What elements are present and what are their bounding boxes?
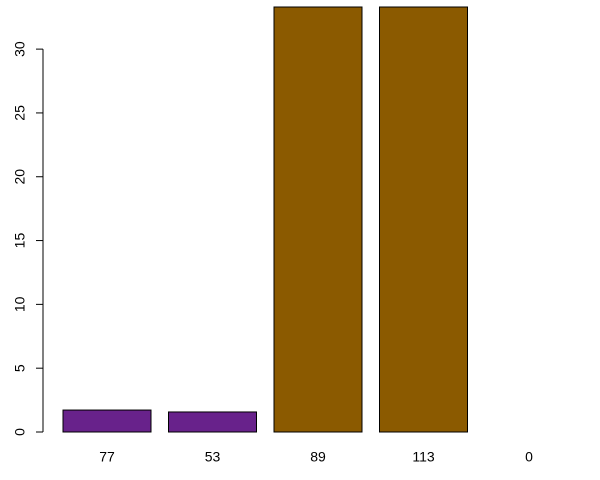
y-tick-label: 20 xyxy=(12,169,28,185)
bar xyxy=(379,6,468,433)
y-tick-label: 30 xyxy=(12,41,28,57)
y-tick-label: 10 xyxy=(12,296,28,312)
bar xyxy=(168,411,257,433)
x-tick-label: 113 xyxy=(412,449,435,465)
x-tick-label: 53 xyxy=(205,449,221,465)
y-tick-label: 15 xyxy=(12,233,28,249)
y-tick-label: 25 xyxy=(12,105,28,121)
y-tick-label: 0 xyxy=(12,428,28,436)
y-tick-label: 5 xyxy=(12,364,28,372)
bar xyxy=(273,6,363,433)
bar xyxy=(62,409,152,433)
x-tick-label: 77 xyxy=(99,449,115,465)
x-tick-label: 0 xyxy=(525,449,533,465)
x-tick-label: 89 xyxy=(310,449,326,465)
